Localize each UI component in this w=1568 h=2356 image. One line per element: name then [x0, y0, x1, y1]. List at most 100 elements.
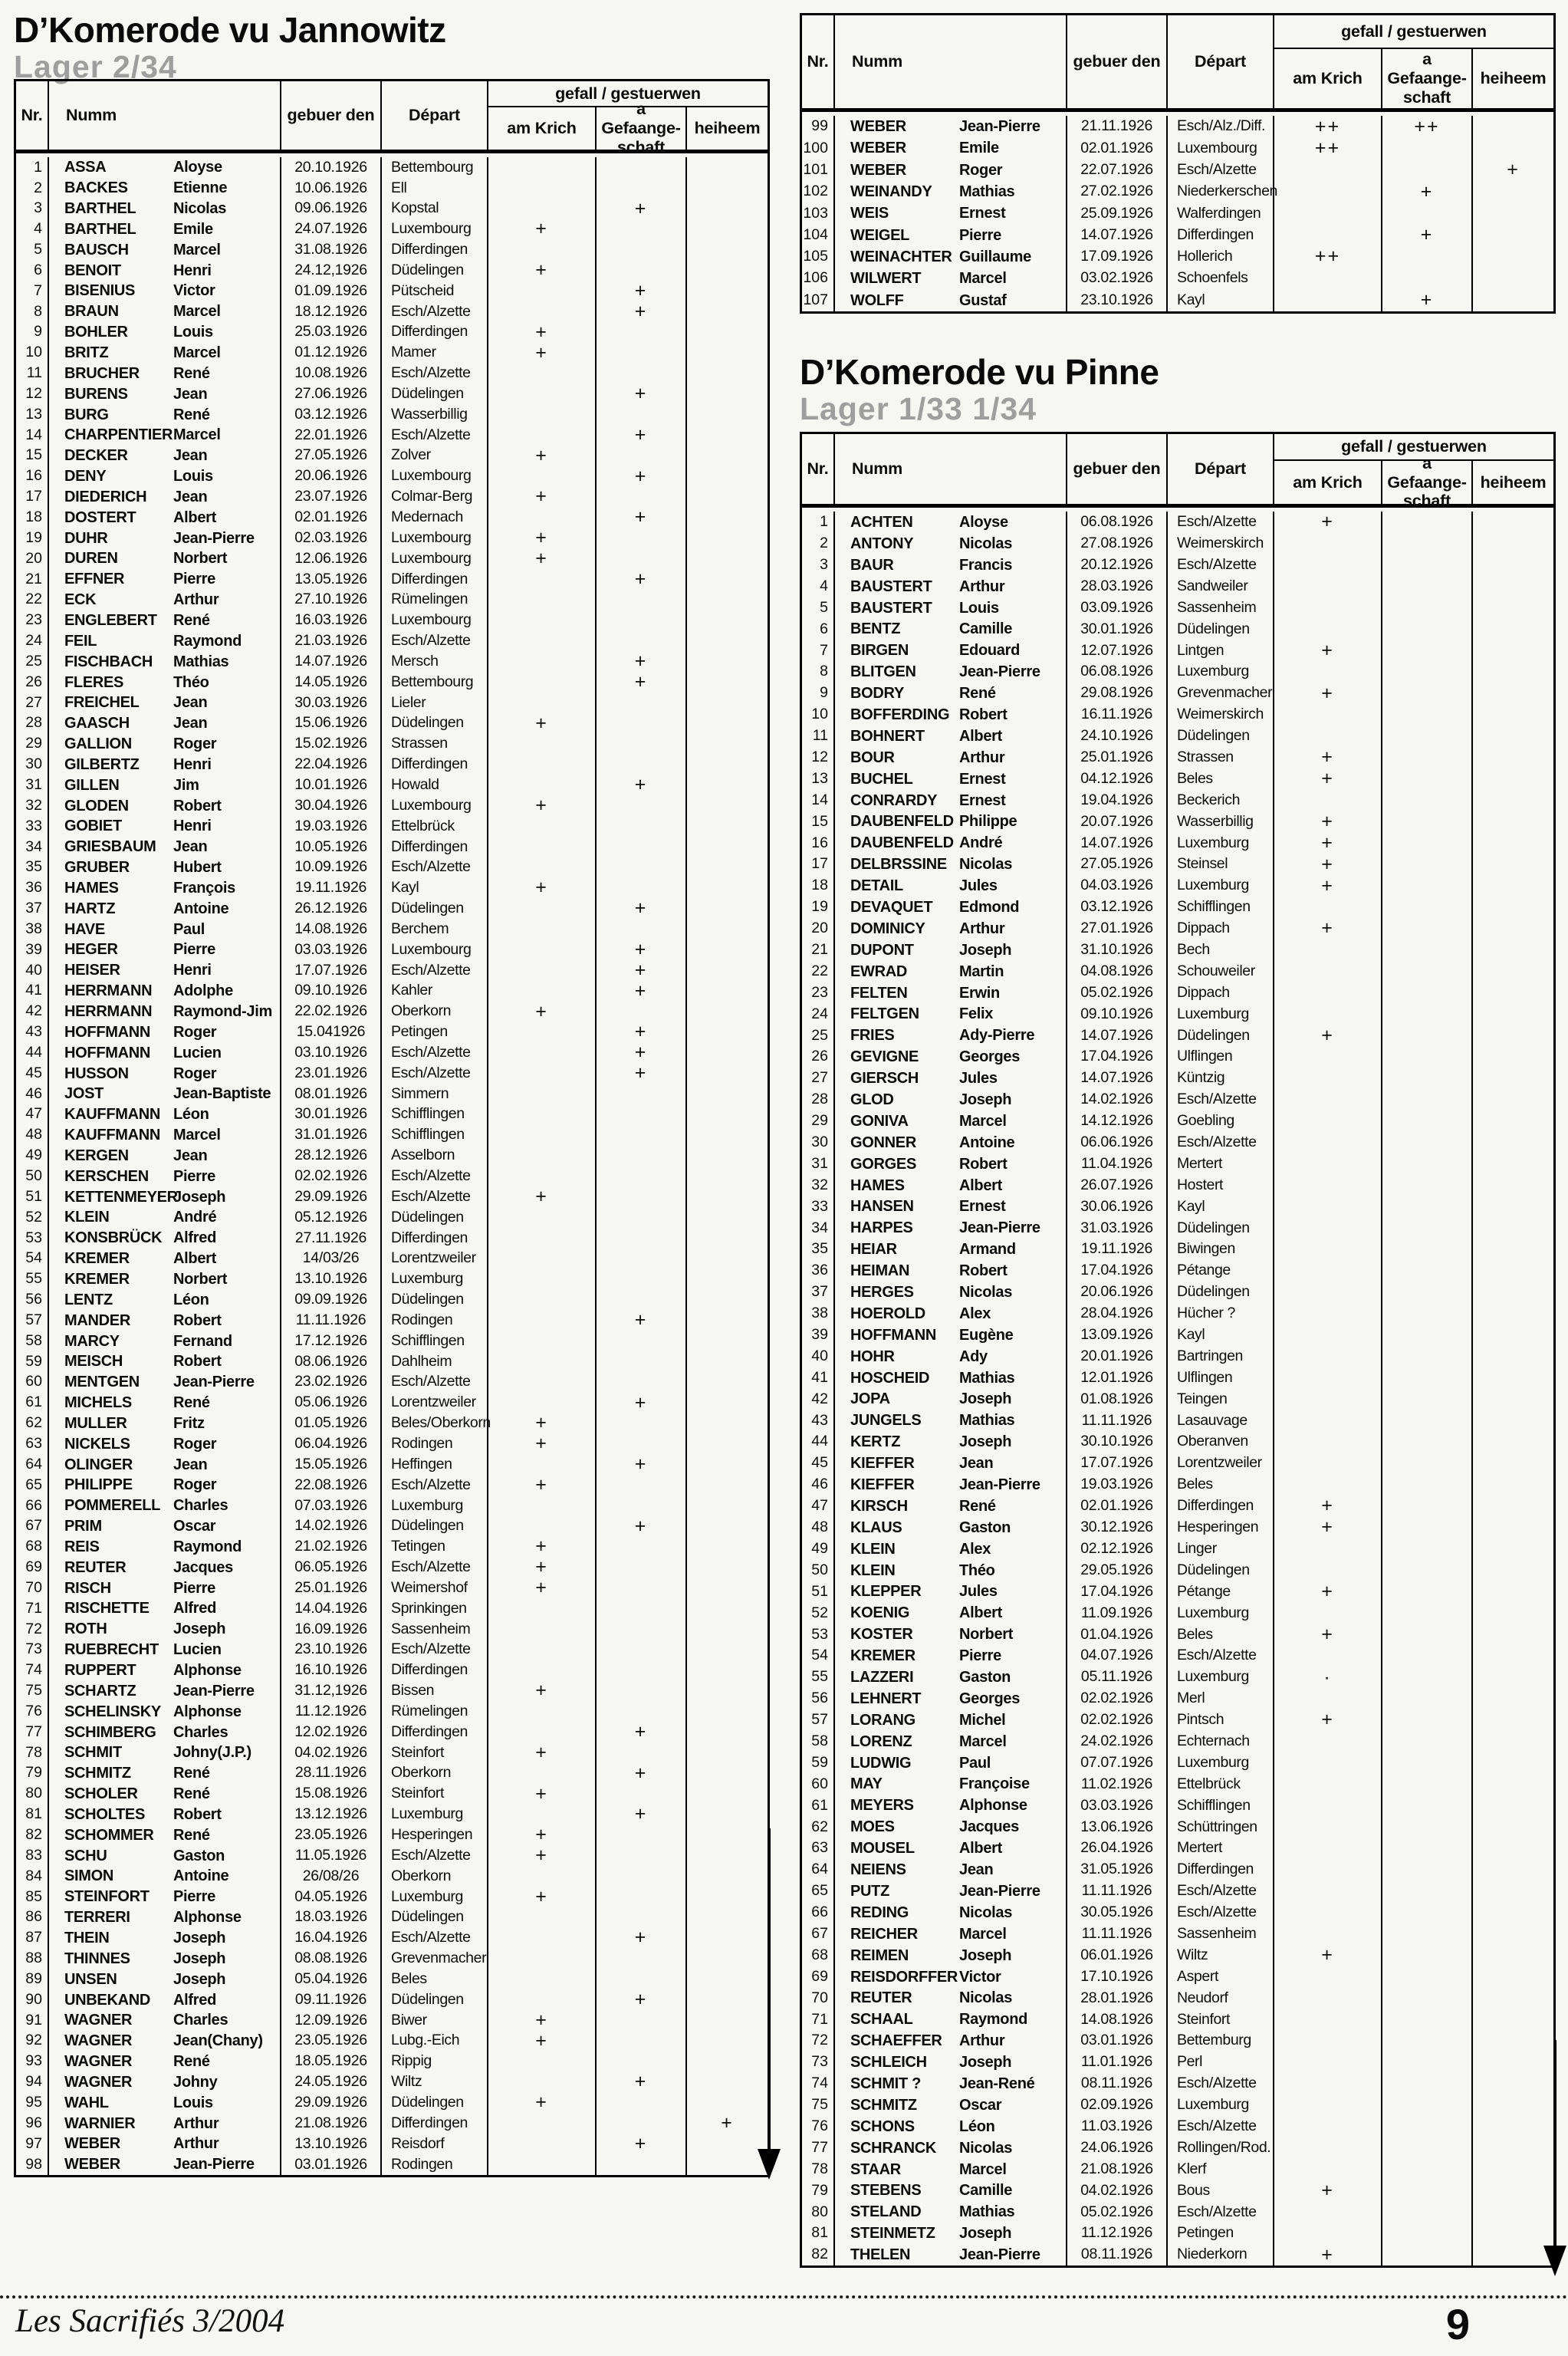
row-number: 70 — [802, 1987, 835, 2009]
surname: GLODEN — [64, 797, 129, 814]
given-name: Paul — [173, 919, 281, 940]
mark-heiheem — [687, 1722, 768, 1742]
row-number: 85 — [16, 1886, 49, 1907]
mark-am-krich — [1274, 2223, 1382, 2245]
departure-place: Tetingen — [382, 1536, 488, 1558]
given-name: Pierre — [173, 1886, 281, 1907]
birth-date: 30.01.1926 — [1067, 618, 1168, 640]
surname: GLOD — [850, 1091, 894, 1108]
table-row: 46 JOST Jean-Baptiste 08.01.1926 Simmern — [16, 1083, 768, 1104]
birth-date: 14.08.1926 — [1067, 2009, 1168, 2031]
departure-place: Düdelingen — [382, 2092, 488, 2114]
row-number: 82 — [16, 1825, 49, 1846]
given-name: Alex — [959, 1538, 1067, 1560]
mark-gefaangeschaft — [1382, 1495, 1473, 1517]
surname: SCHOLER — [64, 1785, 138, 1803]
mark-am-krich — [488, 1927, 597, 1949]
surname: SCHMIT — [64, 1744, 122, 1762]
row-number: 62 — [16, 1413, 49, 1434]
table-row: 36 HAMES François 19.11.1926 Kayl + — [16, 877, 768, 899]
mark-heiheem — [1473, 181, 1553, 202]
given-name: Jean — [959, 1859, 1067, 1881]
birth-date: 09.10.1926 — [1067, 1003, 1168, 1025]
surname: POMMERELL — [64, 1497, 161, 1515]
birth-date: 11.11.1926 — [281, 1310, 382, 1331]
mark-heiheem — [687, 1228, 768, 1249]
mark-heiheem — [687, 1207, 768, 1228]
birth-date: 07.03.1926 — [281, 1495, 382, 1516]
departure-place: Beles — [1168, 1474, 1274, 1496]
birth-date: 14.02.1926 — [1067, 1089, 1168, 1111]
mark-gefaangeschaft — [1382, 1260, 1473, 1282]
mark-gefaangeschaft — [597, 1495, 687, 1516]
mark-gefaangeschaft: + — [1382, 224, 1473, 246]
row-number: 60 — [802, 1773, 835, 1795]
table-row: 82 SCHOMMER René 23.05.1926 Hesperingen + — [16, 1825, 768, 1846]
row-number: 61 — [16, 1392, 49, 1413]
mark-heiheem — [1473, 2073, 1553, 2094]
mark-am-krich — [1274, 1474, 1382, 1496]
mark-heiheem — [1473, 1731, 1553, 1752]
given-name: Jean-Pierre — [959, 116, 1067, 138]
surname: SCHLEICH — [850, 2054, 927, 2071]
surname: WEIGEL — [850, 226, 910, 244]
surname: HEGER — [64, 941, 118, 959]
mark-am-krich: + — [488, 2030, 597, 2052]
birth-date: 11.03.1926 — [1067, 2115, 1168, 2137]
departure-place: Bissen — [382, 1680, 488, 1702]
table-row: 44 HOFFMANN Lucien 03.10.1926 Esch/Alzette + — [16, 1042, 768, 1064]
row-number: 5 — [802, 597, 835, 619]
mark-gefaangeschaft — [597, 1289, 687, 1311]
surname: KLEPPER — [850, 1583, 922, 1601]
mark-heiheem — [687, 1022, 768, 1042]
mark-gefaangeschaft: + — [597, 568, 687, 590]
mark-am-krich — [1274, 224, 1382, 246]
mark-am-krich: + — [488, 1536, 597, 1558]
birth-date: 03.03.1926 — [281, 939, 382, 960]
mark-heiheem — [1473, 289, 1553, 311]
row-number: 78 — [802, 2158, 835, 2180]
birth-date: 06.05.1926 — [281, 1557, 382, 1578]
row-number: 78 — [16, 1742, 49, 1763]
mark-gefaangeschaft — [597, 712, 687, 734]
surname: KERGEN — [64, 1147, 129, 1164]
departure-place: Esch/Alzette — [1168, 2115, 1274, 2137]
birth-date: 31.03.1926 — [1067, 1217, 1168, 1239]
mark-gefaangeschaft — [1382, 832, 1473, 854]
departure-place: Esch/Alzette — [382, 630, 488, 652]
departure-place: Luxemburg — [382, 1804, 488, 1825]
row-number: 38 — [802, 1302, 835, 1324]
given-name: Roger — [173, 1475, 281, 1496]
given-name: Alfred — [173, 1989, 281, 2010]
birth-date: 27.01.1926 — [1067, 917, 1168, 939]
mark-gefaangeschaft — [597, 1083, 687, 1104]
surname: KIEFFER — [850, 1476, 915, 1494]
departure-place: Beles — [1168, 1624, 1274, 1646]
departure-place: Düdelingen — [382, 1907, 488, 1928]
departure-place: Luxembourg — [382, 610, 488, 631]
mark-am-krich — [488, 424, 597, 446]
mark-am-krich — [1274, 1453, 1382, 1475]
surname: BOUR — [850, 749, 895, 766]
row-number: 66 — [16, 1495, 49, 1516]
col-header-numm: Numm — [835, 15, 1067, 108]
given-name: Mathias — [959, 1410, 1067, 1432]
table-row: 77 SCHIMBERG Charles 12.02.1926 Differdingen… — [16, 1722, 768, 1742]
mark-am-krich — [1274, 2073, 1382, 2094]
mark-am-krich — [488, 672, 597, 693]
mark-gefaangeschaft — [597, 1413, 687, 1434]
table-row: 69 REISDORFFER Victor 17.10.1926 Aspert — [802, 1966, 1553, 1988]
row-number: 29 — [802, 1110, 835, 1132]
departure-place: Oberkorn — [382, 1866, 488, 1887]
surname: JOPA — [850, 1390, 890, 1408]
footer-divider — [0, 2295, 1568, 2298]
mark-gefaangeschaft — [597, 1331, 687, 1351]
mark-am-krich — [1274, 661, 1382, 683]
departure-place: Differdingen — [382, 1660, 488, 1681]
birth-date: 08.08.1926 — [281, 1948, 382, 1969]
birth-date: 30.12.1926 — [1067, 1516, 1168, 1538]
mark-gefaangeschaft: + — [597, 959, 687, 981]
table-row: 52 KLEIN André 05.12.1926 Düdelingen — [16, 1207, 768, 1228]
birth-date: 14.08.1926 — [281, 919, 382, 940]
birth-date: 31.12,1926 — [281, 1680, 382, 1702]
